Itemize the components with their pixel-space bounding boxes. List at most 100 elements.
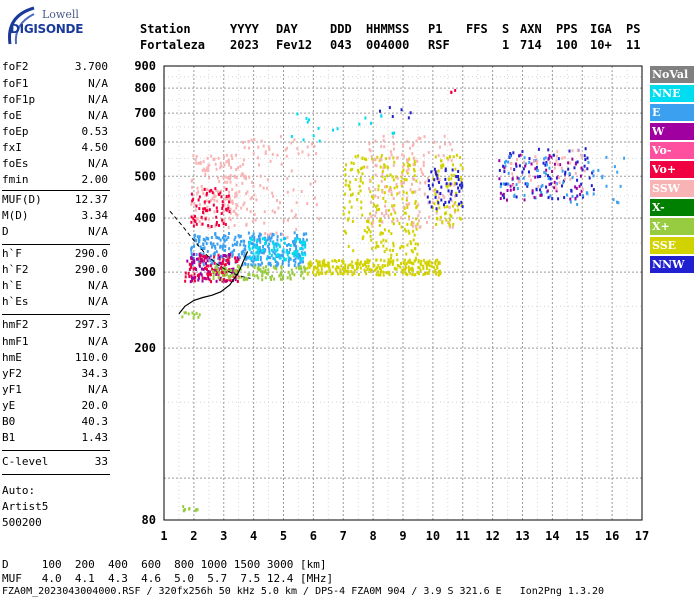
echo-point	[546, 174, 549, 178]
echo-point	[310, 262, 313, 266]
echo-point	[335, 269, 338, 273]
echo-point	[200, 246, 203, 250]
echo-point	[555, 176, 558, 180]
echo-point	[331, 128, 334, 132]
echo-point	[449, 218, 452, 222]
echo-point	[518, 164, 521, 168]
echo-point	[407, 159, 410, 163]
echo-point	[617, 201, 620, 205]
echo-point	[402, 181, 405, 185]
echo-point	[213, 271, 216, 275]
param-divider	[2, 450, 110, 451]
echo-point	[215, 189, 218, 193]
param-name: M(D)	[2, 209, 29, 222]
echo-point	[202, 243, 205, 247]
dashed-trace-curve	[169, 210, 251, 279]
echo-point	[197, 190, 200, 194]
echo-point	[265, 257, 268, 261]
echo-point	[237, 253, 240, 257]
echo-point	[195, 154, 198, 158]
echo-point	[262, 249, 265, 253]
echo-point	[251, 180, 254, 184]
echo-point	[422, 164, 425, 168]
echo-point	[560, 166, 563, 170]
echo-point	[221, 200, 224, 204]
x-tick-label: 7	[340, 529, 347, 543]
echo-point	[437, 270, 440, 274]
echo-point	[246, 207, 249, 211]
header-p1-value: RSF	[428, 38, 450, 52]
echo-point	[287, 218, 290, 222]
echo-point	[198, 207, 201, 211]
echo-point	[396, 219, 399, 223]
echo-point	[317, 268, 320, 272]
echo-point	[231, 201, 234, 205]
echo-point	[317, 271, 320, 275]
echo-point	[253, 138, 256, 142]
echo-point	[422, 258, 425, 262]
echo-point	[378, 207, 381, 211]
echo-point	[434, 259, 437, 263]
echo-point	[530, 162, 533, 166]
echo-point	[563, 177, 566, 181]
param-name: h`Es	[2, 295, 29, 308]
echo-point	[418, 187, 421, 191]
echo-point	[253, 274, 256, 278]
echo-point	[190, 215, 193, 219]
echo-point	[451, 148, 454, 152]
echo-point	[406, 196, 409, 200]
echo-point	[375, 267, 378, 271]
echo-point	[564, 172, 567, 176]
echo-point	[399, 265, 402, 269]
echo-point	[234, 278, 237, 282]
echo-point	[341, 267, 344, 271]
echo-point	[528, 157, 531, 161]
echo-point	[320, 271, 323, 275]
echo-point	[293, 215, 296, 219]
param-row: foEs N/A	[2, 157, 108, 173]
echo-point	[281, 262, 284, 266]
echo-point	[318, 139, 321, 143]
echo-point	[347, 264, 350, 268]
echo-point	[422, 273, 425, 277]
echo-point	[195, 267, 198, 271]
echo-point	[446, 205, 449, 209]
echo-point	[601, 176, 604, 180]
echo-point	[562, 179, 565, 183]
echo-point	[366, 261, 369, 265]
echo-point	[349, 193, 352, 197]
echo-point	[412, 177, 415, 181]
echo-point	[406, 171, 409, 175]
echo-point	[191, 253, 194, 257]
echo-point	[231, 157, 234, 161]
echo-point	[451, 204, 454, 208]
param-row: foF1p N/A	[2, 93, 108, 109]
echo-point	[440, 166, 443, 170]
echo-point	[431, 183, 434, 187]
echo-point	[209, 270, 212, 274]
echo-point	[226, 197, 229, 201]
echo-point	[217, 276, 220, 280]
echo-point	[222, 217, 225, 221]
echo-point	[375, 244, 378, 248]
echo-point	[448, 200, 451, 204]
param-value: 297.3	[74, 318, 108, 331]
echo-point	[342, 212, 345, 216]
echo-point	[383, 264, 386, 268]
param-name: hmE	[2, 351, 22, 364]
echo-point	[535, 165, 538, 169]
echo-point	[289, 277, 292, 281]
echo-point	[184, 311, 187, 315]
echo-point	[392, 156, 395, 160]
echo-point	[397, 264, 400, 268]
echo-point	[223, 238, 226, 242]
echo-point	[395, 182, 398, 186]
ionogram-chart: 1 2 3 4 5 6 7 8 9 10 11 12 13 14 15 16 17802003004005006…	[134, 59, 649, 543]
echo-point	[270, 248, 273, 252]
echo-point	[281, 249, 284, 253]
echo-point	[275, 253, 278, 257]
echo-point	[191, 185, 194, 189]
echo-point	[263, 210, 266, 214]
echo-point	[227, 161, 230, 165]
echo-point	[268, 242, 271, 246]
